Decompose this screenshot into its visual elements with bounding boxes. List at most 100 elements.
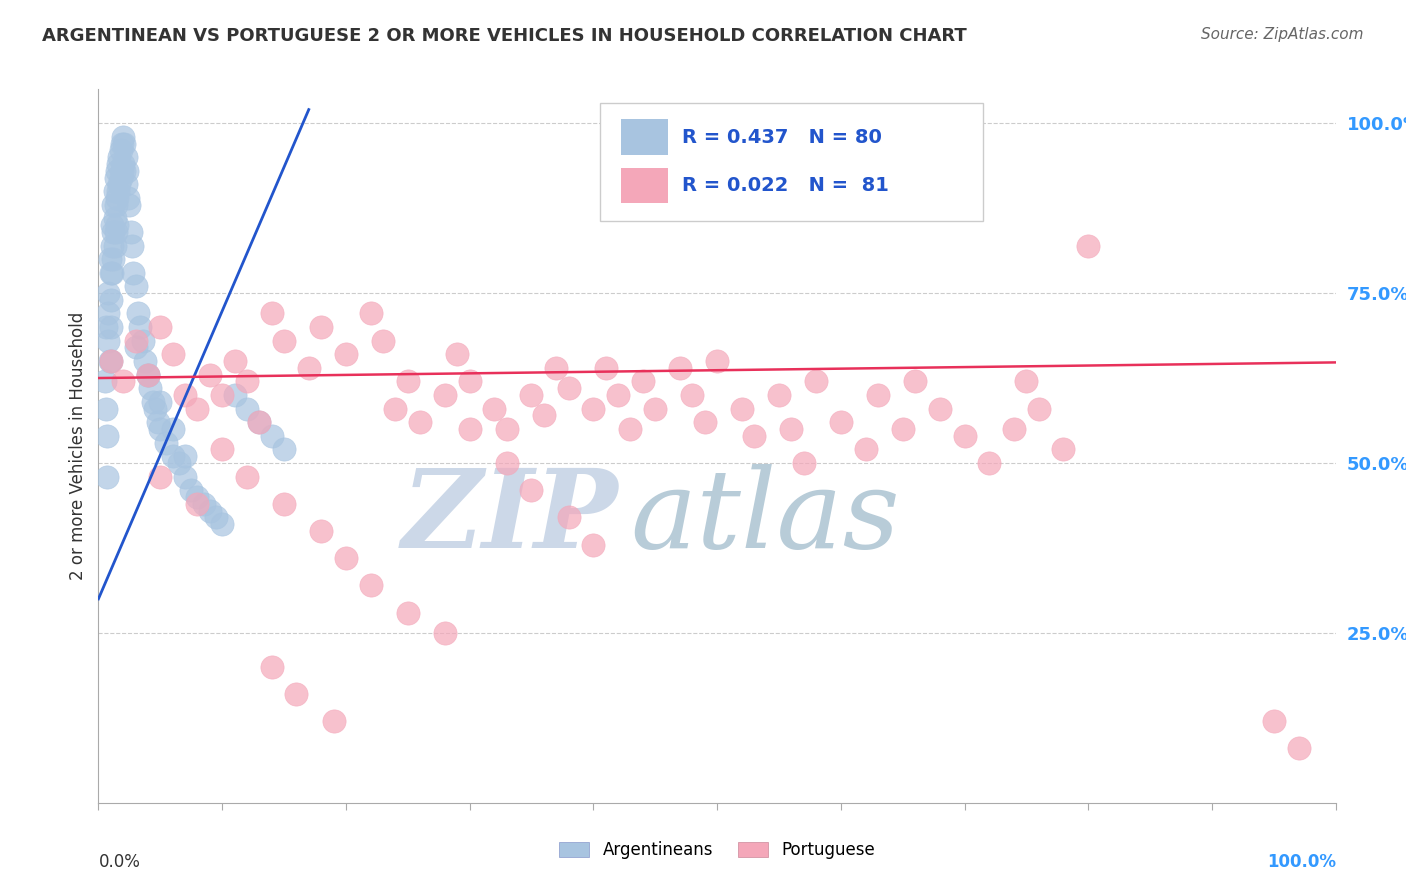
Text: Source: ZipAtlas.com: Source: ZipAtlas.com: [1201, 27, 1364, 42]
Point: [260, 429, 283, 443]
Point: [260, 306, 283, 320]
Point: [167, 456, 190, 470]
Point: [309, 524, 332, 538]
Point: [409, 415, 432, 429]
Point: [104, 198, 127, 212]
Point: [205, 510, 228, 524]
Text: R = 0.437   N = 80: R = 0.437 N = 80: [682, 128, 883, 146]
Point: [495, 456, 517, 470]
Point: [104, 170, 127, 185]
Point: [693, 415, 716, 429]
Point: [928, 401, 950, 416]
FancyBboxPatch shape: [620, 120, 668, 155]
Point: [706, 354, 728, 368]
Point: [174, 388, 197, 402]
Point: [149, 422, 172, 436]
Point: [121, 238, 143, 252]
Point: [112, 136, 135, 151]
Point: [198, 368, 221, 382]
Point: [100, 266, 122, 280]
Point: [155, 435, 177, 450]
Point: [122, 266, 145, 280]
Point: [97, 334, 120, 348]
Point: [1077, 238, 1099, 252]
Point: [644, 401, 666, 416]
Point: [112, 163, 135, 178]
Point: [105, 218, 128, 232]
Point: [742, 429, 765, 443]
Point: [211, 517, 233, 532]
Point: [309, 320, 332, 334]
Text: 0.0%: 0.0%: [98, 853, 141, 871]
Point: [174, 449, 197, 463]
Point: [105, 191, 128, 205]
Point: [247, 415, 270, 429]
Point: [1052, 442, 1074, 457]
Point: [458, 422, 481, 436]
Text: ZIP: ZIP: [402, 464, 619, 571]
Point: [112, 375, 135, 389]
Point: [134, 354, 156, 368]
Point: [211, 442, 233, 457]
Point: [458, 375, 481, 389]
Point: [104, 225, 127, 239]
Point: [384, 401, 406, 416]
Point: [149, 394, 172, 409]
Legend: Argentineans, Portuguese: Argentineans, Portuguese: [553, 835, 882, 866]
Point: [112, 129, 135, 144]
Point: [149, 469, 172, 483]
Point: [124, 279, 146, 293]
Point: [1288, 741, 1310, 756]
Point: [132, 334, 155, 348]
Point: [98, 354, 121, 368]
Point: [124, 334, 146, 348]
Point: [260, 660, 283, 674]
Point: [174, 469, 197, 483]
Point: [98, 252, 121, 266]
Point: [1263, 714, 1285, 729]
Point: [446, 347, 468, 361]
Point: [1028, 401, 1050, 416]
Point: [117, 191, 139, 205]
Point: [830, 415, 852, 429]
Point: [110, 170, 132, 185]
Point: [236, 401, 259, 416]
Point: [396, 375, 419, 389]
Point: [143, 401, 166, 416]
Point: [110, 144, 132, 158]
Point: [186, 401, 208, 416]
Y-axis label: 2 or more Vehicles in Household: 2 or more Vehicles in Household: [69, 312, 87, 580]
Point: [118, 198, 141, 212]
Point: [103, 252, 125, 266]
Point: [100, 320, 122, 334]
Point: [224, 388, 246, 402]
Point: [731, 401, 754, 416]
Point: [103, 184, 125, 198]
Point: [520, 483, 543, 498]
Point: [93, 375, 115, 389]
Point: [108, 178, 131, 192]
Point: [1002, 422, 1025, 436]
Point: [855, 442, 877, 457]
Point: [273, 442, 295, 457]
Point: [224, 354, 246, 368]
Point: [198, 503, 221, 517]
Point: [97, 306, 120, 320]
Point: [298, 360, 321, 375]
Point: [681, 388, 703, 402]
Point: [100, 354, 122, 368]
Point: [180, 483, 202, 498]
Text: 100.0%: 100.0%: [1267, 853, 1336, 871]
Point: [162, 422, 184, 436]
Point: [146, 415, 169, 429]
Point: [124, 341, 146, 355]
Point: [120, 225, 142, 239]
Point: [136, 368, 159, 382]
Point: [96, 469, 118, 483]
Point: [136, 368, 159, 382]
Point: [768, 388, 790, 402]
Text: ARGENTINEAN VS PORTUGUESE 2 OR MORE VEHICLES IN HOUSEHOLD CORRELATION CHART: ARGENTINEAN VS PORTUGUESE 2 OR MORE VEHI…: [42, 27, 967, 45]
Point: [108, 150, 131, 164]
Point: [94, 320, 117, 334]
Point: [433, 626, 456, 640]
